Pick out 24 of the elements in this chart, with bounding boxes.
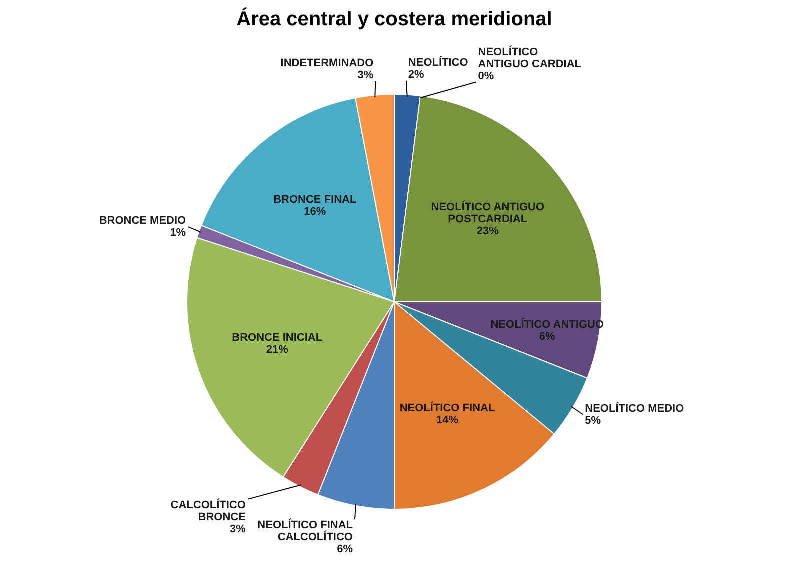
text: 0% bbox=[478, 70, 494, 82]
data-label: 6% bbox=[539, 331, 556, 344]
data-label: 6% bbox=[337, 544, 354, 556]
slice-label: BRONCE FINAL bbox=[274, 194, 357, 206]
slice-label: NEOLÍTICO FINAL CALCOLÍTICO bbox=[258, 518, 354, 544]
data-label: 3% bbox=[358, 70, 374, 82]
data-label: 5% bbox=[585, 414, 602, 427]
data-label: 23% bbox=[476, 226, 500, 238]
data-label: 21% bbox=[266, 344, 289, 356]
data-label: 1% bbox=[170, 227, 186, 239]
data-label: 14% bbox=[436, 414, 459, 427]
slice-label: NEOLÍTICO ANTIGUO POSTCARDIAL bbox=[431, 200, 545, 226]
data-label: 16% bbox=[304, 206, 326, 218]
slice-label: NEOLÍTICO MEDIO bbox=[585, 402, 685, 415]
slice-label: CALCOLÍTICO BRONCE bbox=[170, 498, 246, 524]
slice-label: INDETERMINADO bbox=[280, 58, 374, 70]
chart-title: Área central y costera meridional bbox=[236, 8, 552, 31]
slice-label: BRONCE INICIAL bbox=[232, 332, 323, 344]
slice-label: NEOLÍTICO bbox=[408, 56, 469, 69]
slice-label: BRONCE MEDIO bbox=[99, 215, 187, 227]
slice-label: NEOLÍTICO FINAL bbox=[400, 402, 496, 415]
category-label: NEOLÍTICO ANTIGUO CARDIAL bbox=[478, 46, 582, 70]
data-label: 3% bbox=[230, 523, 246, 536]
data-label: 2% bbox=[408, 68, 425, 81]
